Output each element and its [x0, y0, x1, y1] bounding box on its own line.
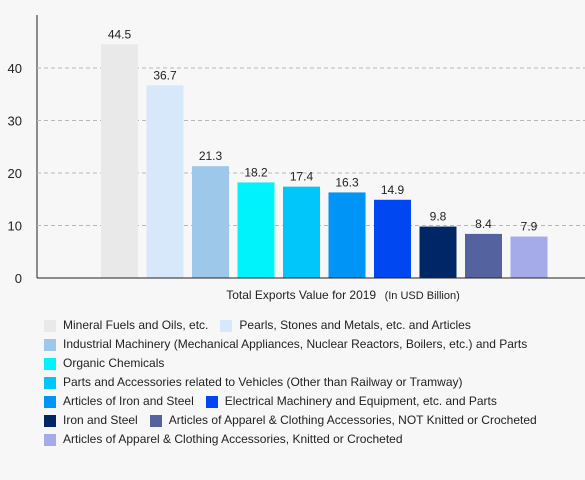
- legend-item: Pearls, Stones and Metals, etc. and Arti…: [220, 316, 471, 335]
- legend-item: Parts and Accessories related to Vehicle…: [44, 373, 463, 392]
- legend-swatch: [44, 433, 56, 446]
- bar: [374, 199, 411, 278]
- legend-item: Industrial Machinery (Mechanical Applian…: [44, 335, 527, 354]
- legend-item: Organic Chemicals: [44, 354, 164, 373]
- y-tick-label: 40: [8, 61, 22, 76]
- legend-item: Articles of Apparel & Clothing Accessori…: [44, 430, 403, 449]
- legend-label: Industrial Machinery (Mechanical Applian…: [63, 337, 528, 351]
- y-tick-label: 20: [8, 166, 22, 181]
- x-axis-label: Total Exports Value for 2019 (In USD Bil…: [226, 286, 460, 303]
- legend-swatch: [44, 357, 56, 370]
- legend-item: Articles of Iron and Steel: [44, 392, 194, 411]
- legend-label: Mineral Fuels and Oils, etc.: [63, 318, 209, 332]
- bar: [101, 44, 138, 278]
- x-axis-label-main: Total Exports Value for 2019: [226, 288, 376, 302]
- legend-label: Pearls, Stones and Metals, etc. and Arti…: [239, 318, 471, 332]
- legend-swatch: [220, 319, 233, 332]
- legend-row: Iron and Steel Articles of Apparel & Clot…: [44, 411, 582, 430]
- legend-item: Iron and Steel: [44, 411, 138, 430]
- y-tick-label: 10: [8, 219, 22, 234]
- y-tick-label: 0: [15, 271, 22, 286]
- legend-row: Organic Chemicals: [44, 354, 582, 373]
- data-label: 9.8: [430, 210, 447, 224]
- bar: [419, 226, 457, 278]
- data-label: 18.2: [244, 165, 268, 179]
- data-label: 17.4: [290, 170, 314, 184]
- x-axis-label-unit: (In USD Billion): [385, 290, 460, 302]
- legend-item: Articles of Apparel & Clothing Accessori…: [149, 411, 537, 430]
- legend-swatch: [205, 395, 218, 408]
- legend-label: Electrical Machinery and Equipment, etc.…: [224, 394, 497, 408]
- bar-chart: 0 10 20 30 40 44.5 36.7 21.3 18.2 17.4 16.3 14.9 9.…: [8, 15, 585, 303]
- legend-swatch: [44, 395, 56, 408]
- legend-label: Iron and Steel: [63, 413, 138, 427]
- legend-swatch: [44, 319, 56, 332]
- bar: [510, 236, 548, 278]
- chart-legend: Mineral Fuels and Oils, etc. Pearls, Ston…: [44, 316, 582, 449]
- legend-item: Mineral Fuels and Oils, etc.: [44, 316, 208, 335]
- bar: [465, 233, 502, 278]
- legend-row: Mineral Fuels and Oils, etc. Pearls, Ston…: [44, 316, 582, 335]
- legend-label: Articles of Iron and Steel: [63, 394, 194, 408]
- legend-swatch: [44, 338, 56, 351]
- legend-row: Industrial Machinery (Mechanical Applian…: [44, 335, 582, 354]
- data-label: 44.5: [108, 27, 132, 41]
- legend-swatch: [149, 414, 162, 427]
- legend-row: Articles of Apparel & Clothing Accessori…: [44, 430, 582, 449]
- bar: [283, 186, 320, 278]
- bar: [237, 182, 275, 278]
- legend-swatch: [44, 376, 56, 389]
- legend-swatch: [44, 414, 56, 427]
- legend-row: Parts and Accessories related to Vehicle…: [44, 373, 582, 392]
- legend-label: Articles of Apparel & Clothing Accessori…: [168, 413, 537, 427]
- data-labels: 44.5 36.7 21.3 18.2 17.4 16.3 14.9 9.8 8.4 7.9: [108, 27, 538, 233]
- legend-label: Parts and Accessories related to Vehicle…: [63, 375, 463, 389]
- bar: [328, 192, 366, 278]
- data-label: 8.4: [475, 217, 492, 231]
- legend-row: Articles of Iron and Steel Electrical Mac…: [44, 392, 582, 411]
- y-tick-label: 30: [8, 114, 22, 129]
- data-label: 14.9: [381, 183, 405, 197]
- data-label: 7.9: [521, 220, 538, 234]
- legend-label: Articles of Apparel & Clothing Accessori…: [63, 432, 403, 446]
- bar: [192, 166, 229, 278]
- bars: [101, 44, 548, 278]
- y-tick-labels: 0 10 20 30 40: [8, 61, 22, 286]
- legend-item: Electrical Machinery and Equipment, etc.…: [205, 392, 497, 411]
- legend-label: Organic Chemicals: [63, 356, 165, 370]
- data-label: 16.3: [335, 175, 359, 189]
- data-label: 21.3: [199, 149, 223, 163]
- bar: [146, 85, 184, 278]
- data-label: 36.7: [153, 68, 177, 82]
